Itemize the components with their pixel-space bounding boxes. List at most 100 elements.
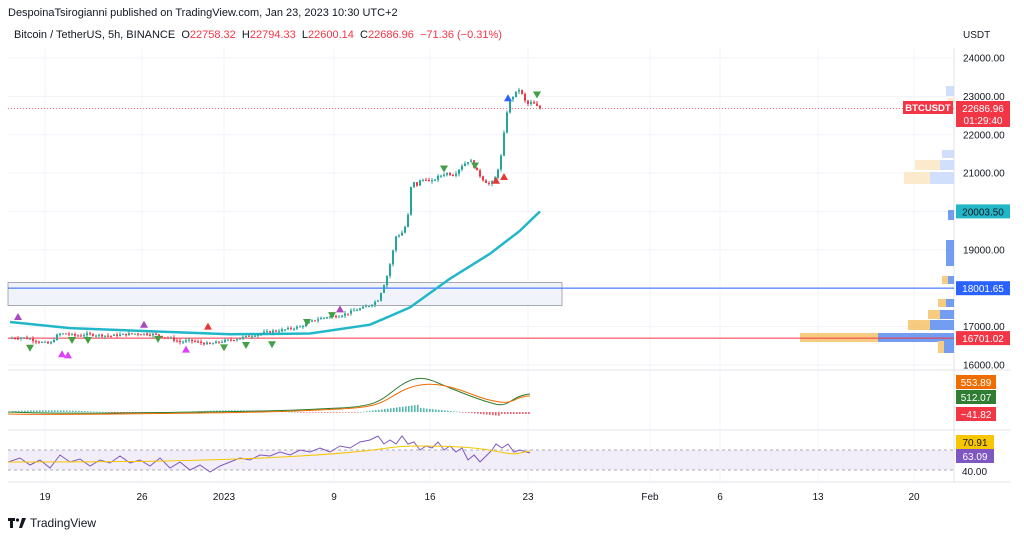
macd-hist-bar — [102, 411, 104, 413]
candle-body — [137, 333, 139, 335]
candle-body — [95, 335, 97, 337]
macd-hist-bar — [375, 410, 377, 412]
candle-body — [488, 183, 490, 185]
rsi-value: 63.09 — [962, 452, 987, 463]
candle-body — [446, 173, 448, 175]
candle-body — [83, 335, 85, 337]
candle-body — [422, 179, 424, 181]
macd-hist-bar — [510, 412, 512, 414]
macd-hist-bar — [504, 412, 506, 414]
candle-body — [233, 340, 235, 342]
macd-hist-bar — [330, 412, 332, 413]
candle-body — [215, 341, 217, 344]
candle-body — [380, 292, 382, 301]
signal-marker-green — [268, 341, 276, 349]
macd-hist-bar — [21, 410, 23, 412]
candle-body — [539, 105, 541, 109]
candle-body — [449, 173, 451, 176]
candle-body — [14, 338, 16, 340]
candle-body — [350, 310, 352, 314]
candle-body — [416, 182, 418, 186]
macd-hist-bar — [495, 412, 497, 416]
candle-body — [23, 337, 25, 339]
candle-body — [290, 327, 292, 329]
candle-body — [269, 331, 271, 333]
candle-body — [89, 333, 91, 335]
candle-body — [47, 341, 49, 344]
macd-hist-bar — [336, 412, 338, 413]
candle-body — [458, 169, 460, 174]
candle-body — [146, 333, 148, 335]
macd-hist-bar — [402, 406, 404, 412]
macd-value: 512.07 — [961, 393, 992, 404]
candle-body — [71, 333, 73, 335]
macd-hist-bar — [363, 411, 365, 413]
candle-body — [344, 313, 346, 316]
candle-body — [383, 285, 385, 293]
blue-line-price-badge — [956, 281, 1010, 296]
candle-body — [245, 335, 247, 337]
candle-body — [470, 160, 472, 162]
consolidation-zone[interactable] — [7, 282, 563, 306]
candle-body — [41, 341, 43, 343]
signal-marker-green — [154, 335, 162, 343]
candle-body — [176, 340, 178, 342]
candle-body — [56, 334, 58, 341]
candle-body — [188, 339, 190, 341]
candle-body — [104, 335, 106, 337]
candle-body — [323, 317, 325, 319]
macd-hist-bar — [474, 412, 476, 414]
x-tick-label: 13 — [812, 492, 824, 503]
candle-body — [35, 340, 37, 342]
signal-marker — [492, 176, 500, 184]
x-tick-label: 26 — [136, 492, 148, 503]
macd-hist-bar — [453, 411, 455, 412]
signal-marker-green — [68, 337, 76, 345]
macd-hist-bar — [117, 412, 119, 413]
macd-hist-bar — [351, 412, 353, 413]
rsi-line — [7, 435, 531, 473]
macd-hist-bar — [300, 412, 302, 413]
macd-hist-bar — [81, 410, 83, 412]
close-value: 22686.96 — [367, 29, 414, 41]
candle-body — [254, 335, 256, 337]
candle-body — [20, 337, 22, 339]
macd-hist-bar — [72, 410, 74, 412]
candle-body — [155, 333, 157, 335]
macd-hist-bar — [459, 411, 461, 413]
candle-body — [116, 334, 118, 336]
macd-hist-bar — [405, 406, 407, 412]
candle-body — [314, 320, 316, 322]
candle-body — [50, 342, 52, 344]
candle-body — [320, 317, 322, 320]
candle-body — [404, 226, 406, 233]
candle-body — [407, 214, 409, 227]
candle-body — [80, 335, 82, 337]
candle-body — [485, 180, 487, 184]
signal-marker — [182, 345, 190, 353]
macd-hist-bar — [360, 412, 362, 413]
candle-body — [107, 335, 109, 337]
candle-body — [218, 341, 220, 343]
candle-body — [476, 167, 478, 171]
rsi-ma-line — [7, 445, 531, 463]
signal-marker — [14, 313, 22, 321]
candle-body — [299, 326, 301, 328]
tradingview-footer[interactable]: TradingView — [8, 516, 96, 530]
macd-hist-bar — [15, 410, 17, 412]
low-value: 22600.14 — [308, 29, 354, 41]
candle-body — [428, 179, 430, 182]
candle-body — [296, 326, 298, 329]
macd-hist-bar — [105, 411, 107, 413]
macd-hist-bar — [441, 410, 443, 412]
x-tick-label: Feb — [641, 492, 659, 503]
candle-body — [518, 90, 520, 92]
rsi-pane: 70.91 63.09 40.00 — [7, 435, 994, 478]
macd-signal-badge — [956, 375, 996, 389]
candle-body — [239, 338, 241, 340]
candle-body — [62, 333, 64, 335]
candle-body — [500, 155, 502, 170]
macd-hist-bar — [282, 411, 284, 413]
macd-hist-bar — [318, 412, 320, 413]
